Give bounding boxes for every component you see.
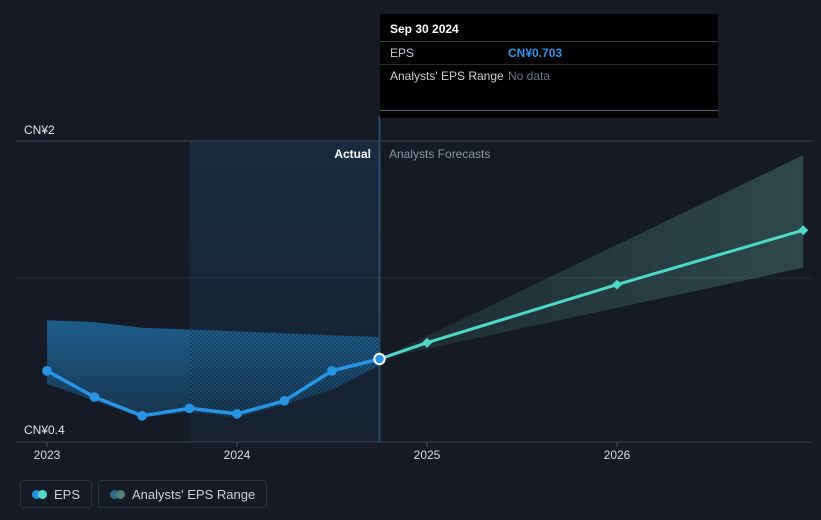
tooltip-range-label: Analysts' EPS Range — [390, 69, 504, 83]
legend-eps-range-toggle[interactable]: Analysts' EPS Range — [98, 480, 268, 508]
actual-region-label: Actual — [334, 147, 371, 161]
legend-eps-toggle[interactable]: EPS — [20, 480, 93, 508]
eps-data-point[interactable] — [89, 392, 100, 402]
y-axis-label-top: CN¥2 — [24, 123, 55, 137]
eps-forecast-line — [379, 228, 804, 361]
tooltip-eps-label: EPS — [390, 46, 415, 60]
tooltip-eps-value: CN¥0.703 — [508, 46, 563, 60]
tooltip-divider — [380, 41, 718, 42]
eps-data-point[interactable] — [42, 366, 52, 376]
forecast-data-point[interactable] — [798, 225, 809, 236]
forecast-data-point[interactable] — [422, 337, 432, 348]
eps-data-point[interactable] — [137, 411, 147, 421]
tooltip-divider — [380, 64, 718, 65]
tooltip-bottom-divider — [380, 110, 718, 111]
x-axis-label-2025: 2025 — [413, 448, 441, 462]
highlighted-eps-data-point[interactable] — [373, 352, 386, 366]
eps-data-point[interactable] — [327, 366, 337, 376]
tooltip-range-row: Analysts' EPS Range No data — [380, 65, 718, 87]
tooltip-range-value: No data — [508, 69, 551, 83]
eps-actual-line — [45, 357, 382, 418]
legend-eps-range-label: Analysts' EPS Range — [132, 486, 256, 502]
x-axis-label-2026: 2026 — [603, 448, 631, 462]
legend-eps-label: EPS — [54, 486, 81, 502]
chart-legend: EPS Analysts' EPS Range — [20, 480, 268, 508]
forecast-region-label: Analysts Forecasts — [389, 147, 491, 161]
eps-data-point[interactable] — [279, 396, 290, 406]
eps-data-point[interactable] — [184, 403, 195, 414]
tooltip-date: Sep 30 2024 — [390, 22, 459, 36]
tooltip-eps-row: EPS CN¥0.703 — [380, 42, 718, 64]
eps-legend-icon — [32, 489, 47, 499]
forecast-data-point[interactable] — [612, 279, 622, 290]
y-axis-label-bottom: CN¥0.4 — [24, 423, 65, 437]
x-axis-label-2023: 2023 — [33, 448, 61, 462]
x-axis-label-2024: 2024 — [223, 448, 251, 462]
analysts-eps-range-forecast-fan — [379, 155, 804, 359]
chart-tooltip: Sep 30 2024 EPS CN¥0.703 Analysts' EPS R… — [380, 14, 718, 118]
eps-range-legend-icon — [110, 489, 126, 499]
eps-data-point[interactable] — [232, 409, 242, 419]
